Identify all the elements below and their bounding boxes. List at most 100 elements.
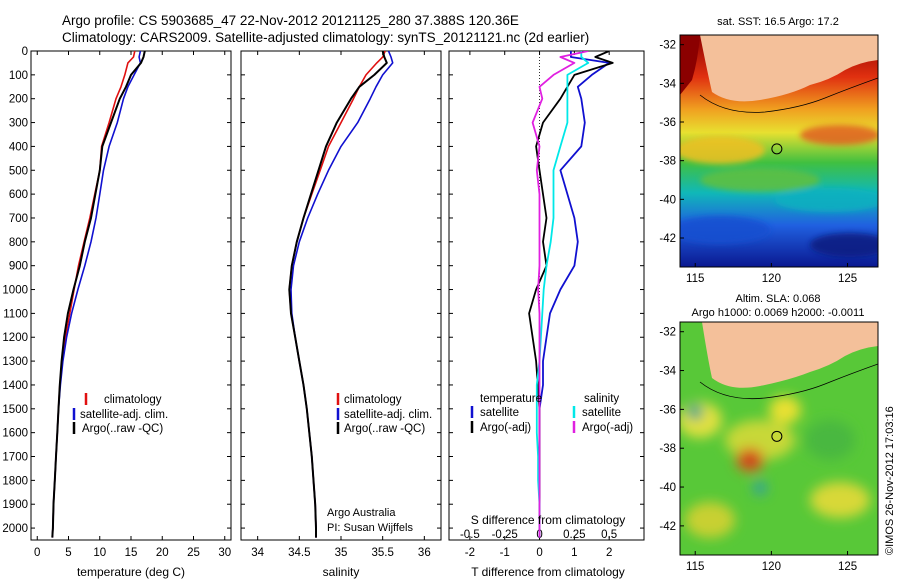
temperature-series [51,51,146,538]
y-tick-label: -40 [659,194,676,206]
annotation-argo-australia: Argo Australia [327,507,396,519]
sla-texture [680,396,870,538]
legend-label-climatology: climatology [344,394,402,406]
sst-map-image [680,35,878,267]
y-tick-label: 900 [9,261,28,273]
salinity-series [288,51,394,538]
sla-map-title-line2: Argo h1000: 0.0069 h2000: -0.0011 [692,307,865,319]
sst-texture [680,125,878,257]
s-tick-label: -0.5 [460,529,480,541]
x-tick-label: 35 [335,547,348,559]
sst-map-axes: 115 120 125 -32 -34 -36 -38 -40 -42 [659,40,857,285]
x-tick-label: 125 [838,273,857,285]
y-tick-label: 200 [9,94,28,106]
y-tick-label: 500 [9,165,28,177]
sla-map-title-line1: Altim. SLA: 0.068 [736,293,821,305]
x-tick-label: 25 [187,547,200,559]
series-line-argo-raw-qc- [288,51,388,538]
series-line-argo-raw-qc- [51,51,146,538]
temperature-legend: climatology satellite-adj. clim. Argo(..… [72,393,168,435]
legend-header-temperature: temperature [480,393,542,405]
x-tick-label: 10 [93,547,106,559]
y-tick-label: -38 [659,443,676,455]
difference-panel: -2 -1 0 1 2-0.5 -0.25 0 0.25 0.5 S difference fr… [448,50,645,579]
y-tick-label: -34 [659,78,676,90]
x-tick-label: 20 [156,547,169,559]
y-tick-label: 700 [9,213,28,225]
y-tick-label: 400 [9,141,28,153]
x-tick-label: 34.5 [288,547,310,559]
annotation-pi: PI: Susan Wijffels [327,522,413,534]
y-tick-label: 1200 [2,332,28,344]
legend-label-s-satellite: satellite [582,407,621,419]
salinity-legend: climatology satellite-adj. clim. Argo(..… [336,393,432,435]
y-tick-label: 1900 [2,499,28,511]
difference-series [528,51,614,540]
x-tick-label: 115 [686,273,704,285]
legend-label-argo: Argo(..raw -QC) [82,423,163,435]
x-tick-label: 15 [125,547,138,559]
sla-shelf-contour [699,363,878,399]
legend-label-argo: Argo(..raw -QC) [344,423,425,435]
s-tick-label: -0.25 [492,529,518,541]
sst-argo-position-marker [771,143,783,155]
legend-label-s-argo: Argo(-adj) [582,422,633,434]
difference-frame [448,50,645,541]
sst-shelf-contour [699,77,878,113]
legend-label-satellite: satellite-adj. clim. [80,409,168,421]
x-tick-label: 0 [536,547,542,559]
x-tick-label: 34 [251,547,264,559]
sst-land-australia [680,35,878,102]
y-tick-label: 2000 [2,523,28,535]
y-tick-label: 1000 [2,285,28,297]
sst-map-title: sat. SST: 16.5 Argo: 17.2 [717,16,839,28]
sla-map-frame [679,321,879,556]
difference-legend: temperature salinity satellite Argo(-adj… [470,393,633,434]
figure-title-line1: Argo profile: CS 5903685_47 22-Nov-2012 … [62,13,519,28]
sla-land-australia [680,322,878,388]
series-line-s-satellite [535,51,590,538]
s-difference-xlabel: S difference from climatology [471,513,626,527]
t-difference-xlabel: T difference from climatology [471,565,625,579]
legend-label-t-argo: Argo(-adj) [480,422,531,434]
sla-map-axes: 115 120 125 -32 -34 -36 -38 -40 -42 [659,327,857,573]
y-tick-label: -42 [659,233,676,245]
y-tick-label: 1600 [2,428,28,440]
x-tick-label: 115 [686,561,704,573]
y-tick-label: -32 [659,40,676,52]
salinity-xlabel: salinity [323,565,360,579]
sla-map-panel: Altim. SLA: 0.068 Argo h1000: 0.0069 h20… [659,293,896,573]
difference-axes: -2 -1 0 1 2-0.5 -0.25 0 0.25 0.5 [449,50,644,559]
x-tick-label: 125 [838,561,857,573]
imos-timestamp: ©IMOS 26-Nov-2012 17:03:16 [884,406,896,555]
y-tick-label: -40 [659,482,676,494]
y-tick-label: -36 [659,404,676,416]
sst-map-frame [679,34,879,268]
y-tick-label: -32 [659,327,676,339]
x-tick-label: 36 [418,547,431,559]
s-tick-label: 0.25 [563,529,585,541]
salinity-panel: 34 34.5 35 35.5 36 salinity climatology sate… [240,50,442,579]
x-tick-label: -1 [500,547,510,559]
y-tick-label: 300 [9,118,28,130]
sst-map-panel: sat. SST: 16.5 Argo: 17.2 115 120 125 -32 -3… [659,16,879,285]
y-tick-label: -36 [659,117,676,129]
sla-argo-position-marker [771,430,783,442]
y-tick-label: -38 [659,156,676,168]
salinity-frame [240,50,442,541]
legend-label-t-satellite: satellite [480,407,519,419]
y-tick-label: 1700 [2,452,28,464]
legend-label-satellite: satellite-adj. clim. [344,409,432,421]
y-tick-label: -42 [659,521,676,533]
sla-map-image [680,322,878,555]
salinity-axes: 34 34.5 35 35.5 36 [241,50,441,559]
y-tick-label: 800 [9,237,28,249]
s-tick-label: 0.5 [601,529,617,541]
y-tick-label: 600 [9,189,28,201]
x-tick-label: -2 [465,547,475,559]
series-line-s-argo-adj- [531,51,589,538]
y-tick-label: 100 [9,70,28,82]
y-tick-label: -34 [659,366,676,378]
x-tick-label: 120 [762,561,781,573]
